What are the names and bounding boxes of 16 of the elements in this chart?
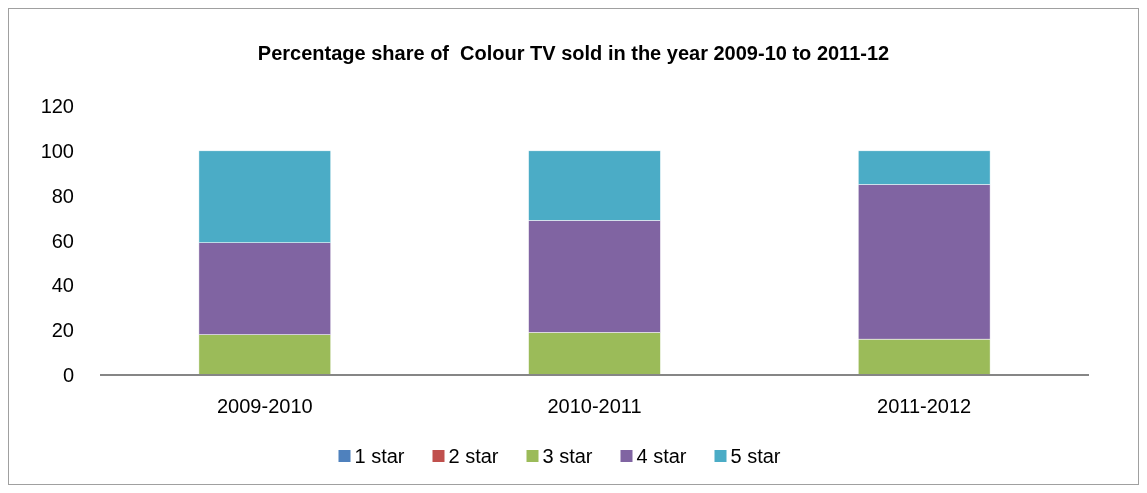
y-tick-label: 20: [51, 319, 74, 342]
y-tick-label: 120: [40, 95, 74, 117]
legend-label: 4 star: [636, 445, 687, 467]
x-tick-label: 2011-2012: [877, 395, 972, 417]
legend-label: 2 star: [448, 445, 499, 467]
x-tick-label: 2009-2010: [217, 395, 313, 417]
y-tick-label: 80: [51, 184, 74, 207]
y-tick-label: 60: [51, 229, 74, 252]
chart-title: Percentage share of Colour TV sold in the year 2009-10 to 2011-12: [257, 42, 890, 64]
legend-label: 5 star: [730, 445, 781, 467]
y-tick-label: 40: [51, 274, 74, 297]
y-tick-label: 0: [62, 364, 74, 386]
x-tick-label: 2010-2011: [547, 395, 642, 417]
legend-label: 3 star: [542, 445, 593, 467]
legend-label: 1 star: [354, 445, 405, 467]
y-tick-label: 100: [40, 139, 74, 162]
